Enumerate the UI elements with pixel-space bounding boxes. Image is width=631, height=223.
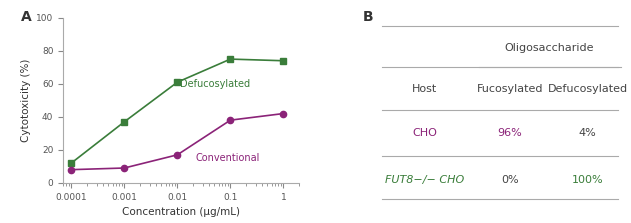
Text: Oligosaccharide: Oligosaccharide [504, 43, 593, 53]
X-axis label: Concentration (μg/mL): Concentration (μg/mL) [122, 207, 240, 217]
Text: 100%: 100% [572, 175, 603, 185]
Text: Defucosylated: Defucosylated [180, 79, 250, 89]
Text: Defucosylated: Defucosylated [548, 84, 628, 94]
Text: 96%: 96% [497, 128, 522, 138]
Y-axis label: Cytotoxicity (%): Cytotoxicity (%) [21, 59, 30, 142]
Text: 0%: 0% [501, 175, 519, 185]
Text: 4%: 4% [579, 128, 596, 138]
Text: Fucosylated: Fucosylated [476, 84, 543, 94]
Text: Conventional: Conventional [196, 153, 260, 163]
Text: A: A [21, 10, 32, 24]
Text: FUT8−/− CHO: FUT8−/− CHO [385, 175, 464, 185]
Text: B: B [363, 10, 374, 24]
Text: Host: Host [412, 84, 437, 94]
Text: CHO: CHO [412, 128, 437, 138]
